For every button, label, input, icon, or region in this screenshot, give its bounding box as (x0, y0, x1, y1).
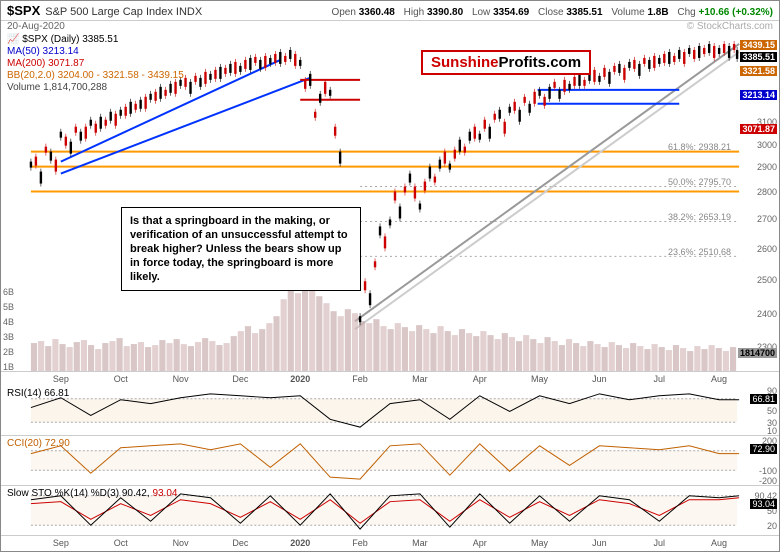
rsi-panel: RSI(14) 66.81 907050301066.81 (1, 386, 779, 436)
volume-value: 1.8B (647, 7, 668, 18)
fib-label: 61.8%: 2938.21 (668, 142, 731, 152)
x-tick: Feb (330, 538, 390, 548)
cci-tick: -100 (759, 466, 777, 476)
high-label: High (404, 7, 425, 18)
annotation-box: Is that a springboard in the making, or … (121, 207, 361, 291)
chg-label: Chg (677, 7, 695, 18)
open-label: Open (331, 7, 355, 18)
x-tick: Dec (210, 374, 270, 384)
x-tick: Nov (151, 374, 211, 384)
x-axis-bottom: SepOctNovDec2020FebMarAprMayJunJulAug (1, 536, 779, 550)
watermark-red: Sunshine (431, 54, 499, 71)
chart-legend: 📈 $SPX (Daily) 3385.51 MA(50) 3213.14 MA… (7, 34, 184, 94)
ticker-symbol: $SPX (7, 3, 40, 18)
vol-tick: 3B (3, 332, 14, 342)
legend-ma200: MA(200) 3071.87 (7, 58, 184, 70)
x-tick: Apr (450, 374, 510, 384)
chg-value: +10.66 (+0.32%) (699, 7, 774, 18)
y-tick: 3000 (757, 140, 777, 150)
sto-panel: Slow STO %K(14) %D(3) 90.42, 93.04 90.42… (1, 486, 779, 536)
chart-header: $SPX S&P 500 Large Cap Index INDX Open 3… (1, 1, 779, 21)
y-tick: 2600 (757, 244, 777, 254)
cci-badge: 72.90 (750, 444, 777, 454)
x-tick: May (510, 538, 570, 548)
close-label: Close (538, 7, 564, 18)
x-tick: Nov (151, 538, 211, 548)
price-chart-panel: 📈 $SPX (Daily) 3385.51 MA(50) 3213.14 MA… (1, 32, 779, 372)
low-value: 3354.69 (493, 7, 529, 18)
x-axis-main: SepOctNovDec2020FebMarAprMayJunJulAug (1, 372, 779, 386)
vol-tick: 2B (3, 347, 14, 357)
cci-label: CCI(20) 72.90 (7, 438, 70, 449)
legend-ma50: MA(50) 3213.14 (7, 46, 184, 58)
vol-tick: 4B (3, 317, 14, 327)
cci-panel: CCI(20) 72.90 200100-100-20072.90 (1, 436, 779, 486)
x-tick: 2020 (270, 374, 330, 384)
chart-date: 20-Aug-2020 (7, 21, 65, 32)
sto-tick: 20 (767, 521, 777, 531)
x-tick: Sep (31, 538, 91, 548)
x-tick: Apr (450, 538, 510, 548)
y-tick: 2900 (757, 162, 777, 172)
rsi-label: RSI(14) 66.81 (7, 388, 69, 399)
cci-tick: -200 (759, 476, 777, 486)
legend-vol: Volume 1,814,700,288 (7, 82, 184, 94)
y-tick: 2800 (757, 187, 777, 197)
badge-close: 3385.51 (740, 52, 777, 62)
fib-label: 23.6%: 2510.68 (668, 247, 731, 257)
x-tick: Oct (91, 374, 151, 384)
date-line: 20-Aug-2020 © StockCharts.com (1, 21, 779, 32)
watermark-black: Profits.com (499, 54, 582, 71)
rsi-svg (1, 386, 779, 435)
badge-vol: 1814700 (738, 348, 777, 358)
x-tick: Oct (91, 538, 151, 548)
sto-label-k: Slow STO %K(14) %D(3) 90.42, (7, 488, 152, 499)
sto-badge: 93.04 (750, 499, 777, 509)
vol-tick: 1B (3, 362, 14, 372)
volume-label: Volume (611, 7, 644, 18)
watermark: SunshineProfits.com (421, 50, 591, 75)
x-tick: 2020 (270, 538, 330, 548)
low-label: Low (472, 7, 490, 18)
legend-bb: BB(20,2.0) 3204.00 - 3321.58 - 3439.15 (7, 70, 184, 82)
x-tick: Mar (390, 374, 450, 384)
ohlc-block: Open 3360.48 High 3390.80 Low 3354.69 Cl… (325, 7, 773, 18)
ticker-description: S&P 500 Large Cap Index INDX (45, 6, 325, 18)
y-tick: 2400 (757, 309, 777, 319)
legend-title: $SPX (Daily) 3385.51 (22, 34, 118, 45)
cci-svg (1, 436, 779, 485)
x-tick: Aug (689, 374, 749, 384)
close-value: 3385.51 (566, 7, 602, 18)
x-tick: Jul (629, 538, 689, 548)
x-tick: Jun (569, 538, 629, 548)
attribution: © StockCharts.com (687, 21, 773, 32)
x-tick: Dec (210, 538, 270, 548)
fib-label: 38.2%: 2653.19 (668, 212, 731, 222)
badge-ma200: 3071.87 (740, 124, 777, 134)
sto-label: Slow STO %K(14) %D(3) 90.42, 93.04 (7, 488, 177, 499)
y-tick: 2500 (757, 275, 777, 285)
x-tick: Aug (689, 538, 749, 548)
x-tick: Jul (629, 374, 689, 384)
x-tick: Jun (569, 374, 629, 384)
y-tick: 2700 (757, 214, 777, 224)
high-value: 3390.80 (427, 7, 463, 18)
x-tick: May (510, 374, 570, 384)
x-tick: Mar (390, 538, 450, 548)
legend-icon: 📈 (7, 34, 19, 45)
rsi-badge: 66.81 (750, 394, 777, 404)
sto-label-d: 93.04 (152, 488, 177, 499)
vol-tick: 6B (3, 287, 14, 297)
badge-bb_mid: 3321.58 (740, 66, 777, 76)
open-value: 3360.48 (359, 7, 395, 18)
badge-bb_upper: 3439.15 (740, 40, 777, 50)
x-tick: Feb (330, 374, 390, 384)
rsi-tick: 10 (767, 426, 777, 436)
fib-label: 50.0%: 2795.70 (668, 177, 731, 187)
x-tick: Sep (31, 374, 91, 384)
rsi-tick: 50 (767, 406, 777, 416)
badge-ma50: 3213.14 (740, 90, 777, 100)
vol-tick: 5B (3, 302, 14, 312)
